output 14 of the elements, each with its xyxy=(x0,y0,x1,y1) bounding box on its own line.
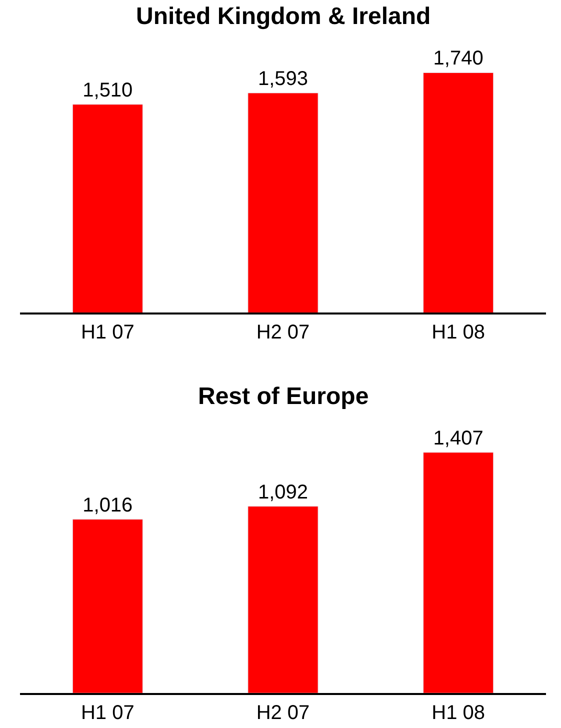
x-tick-label: H1 07 xyxy=(80,322,134,344)
data-label: 1,407 xyxy=(433,427,484,450)
x-tick-label: H1 08 xyxy=(432,702,486,724)
x-tick-label: H1 07 xyxy=(80,702,134,724)
data-label: 1,593 xyxy=(258,68,308,90)
x-tick-label: H2 07 xyxy=(256,322,310,344)
chart-title: United Kingdom & Ireland xyxy=(136,3,431,30)
data-label: 1,510 xyxy=(82,79,133,102)
chart-title: Rest of Europe xyxy=(198,383,369,410)
x-tick-label: H1 08 xyxy=(432,322,486,344)
data-label: 1,740 xyxy=(433,48,484,70)
x-tick-label: H2 07 xyxy=(256,702,310,724)
data-label: 1,092 xyxy=(258,481,308,504)
data-label: 1,016 xyxy=(82,494,133,516)
